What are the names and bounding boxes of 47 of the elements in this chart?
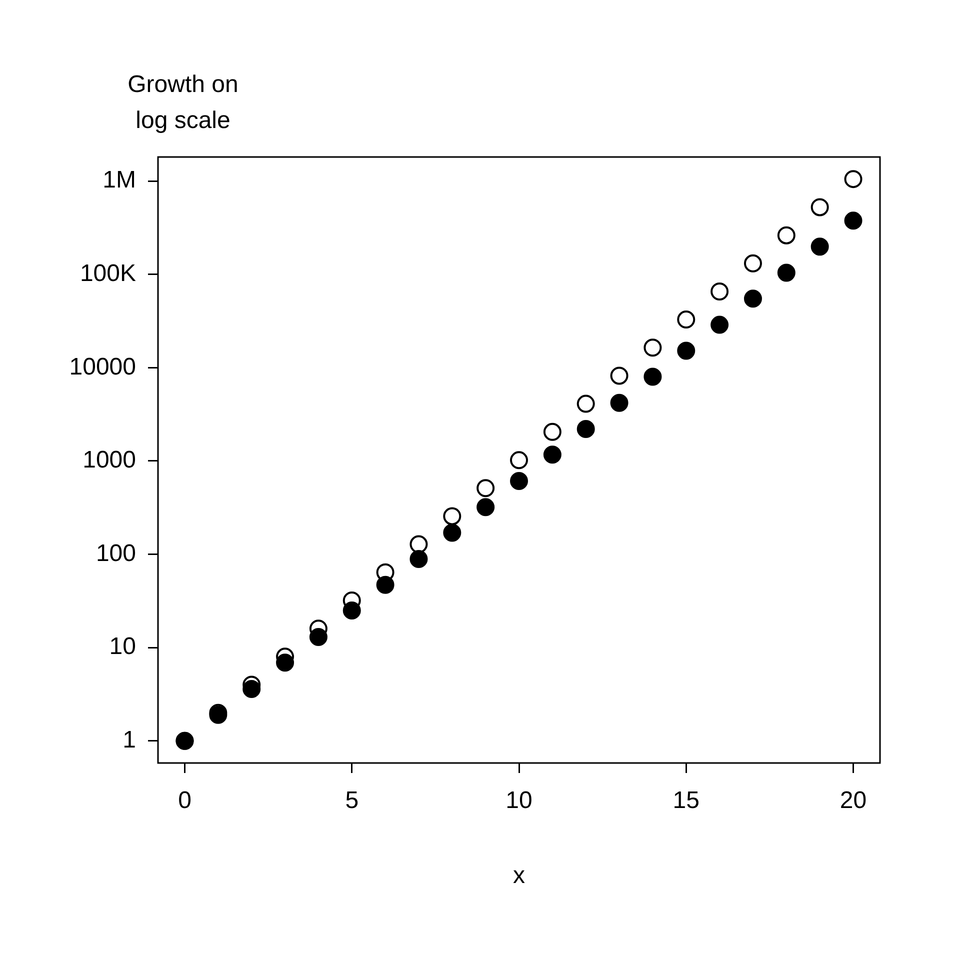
point (476, 498, 495, 516)
point (242, 680, 261, 698)
point (510, 451, 528, 470)
y-tick-label: 10 (109, 633, 136, 660)
x-tick-label: 15 (672, 787, 700, 814)
point (644, 368, 662, 386)
y-tick-label: 1 (122, 726, 136, 754)
y-tick-label: 1000 (82, 446, 136, 474)
y-tick-label: 100K (80, 260, 136, 287)
point (410, 535, 428, 554)
point (744, 254, 762, 272)
point (744, 290, 762, 308)
point (543, 446, 562, 464)
x-tick-label: 0 (178, 787, 192, 814)
x-tick-label: 5 (345, 787, 359, 814)
point (677, 310, 696, 329)
point (844, 170, 862, 188)
y-tick-label: 10000 (69, 353, 136, 380)
point (276, 654, 294, 672)
x-tick-label: 20 (840, 787, 867, 814)
point (576, 394, 595, 413)
point (777, 226, 796, 244)
point (610, 366, 628, 385)
point (810, 238, 829, 256)
point (543, 422, 562, 441)
point (476, 479, 495, 498)
point (510, 472, 528, 490)
point (376, 576, 394, 594)
point (342, 601, 361, 620)
chart-title: Growth on log scale (128, 71, 238, 134)
point (410, 550, 428, 568)
point (677, 342, 696, 360)
point (610, 394, 628, 412)
x-axis-title: x (513, 862, 525, 890)
y-tick-label: 100 (96, 540, 136, 567)
point (309, 628, 328, 646)
y-tick-label: 1M (102, 166, 136, 194)
point (844, 212, 862, 230)
point (810, 198, 829, 216)
point (710, 316, 729, 334)
point (576, 420, 595, 438)
point (443, 507, 462, 526)
x-tick-label: 10 (506, 787, 532, 814)
point (443, 524, 462, 542)
point (710, 282, 729, 301)
point (777, 264, 796, 282)
point (644, 338, 662, 357)
